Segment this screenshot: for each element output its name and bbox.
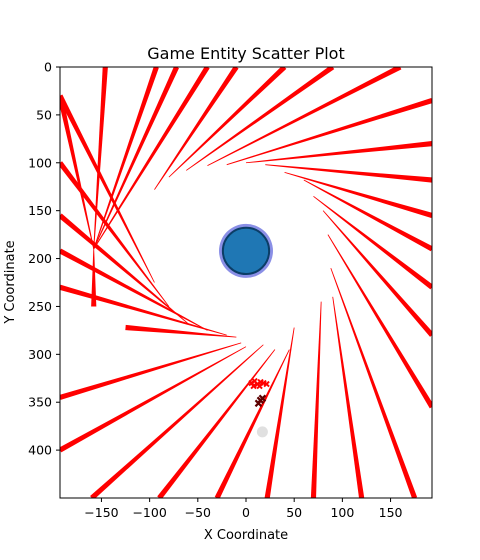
- y-axis-label: Y Coordinate: [3, 240, 18, 324]
- ray-30: [60, 213, 189, 324]
- ray-3: [93, 67, 159, 250]
- y-tick-label: 300: [28, 347, 52, 362]
- ray-6: [154, 67, 239, 190]
- rays-layer: [60, 67, 432, 498]
- ray-28: [60, 284, 227, 336]
- ray-13: [284, 171, 432, 218]
- y-tick-label: 250: [28, 299, 52, 314]
- ray-9: [207, 67, 402, 167]
- ray-20: [310, 301, 322, 498]
- ray-2: [93, 67, 108, 250]
- ray-0: [60, 95, 95, 250]
- marker-faint-2: [256, 426, 268, 438]
- ray-8: [186, 67, 335, 171]
- y-tick-label: 400: [28, 443, 52, 458]
- ray-16: [322, 210, 432, 337]
- plot-area: [60, 67, 432, 498]
- y-tick-label: 150: [28, 203, 52, 218]
- entity-layer: [219, 223, 273, 278]
- ray-23: [157, 349, 276, 498]
- ray-1: [91, 248, 97, 307]
- y-tick-label: 50: [36, 107, 52, 122]
- x-tick-label: 100: [330, 505, 354, 520]
- x-tick-label: −150: [84, 505, 118, 520]
- ray-5: [93, 67, 210, 250]
- ray-14: [303, 179, 432, 252]
- y-tick-label: 100: [28, 155, 52, 170]
- ray-12: [265, 164, 432, 183]
- x-tick-label: −50: [185, 505, 211, 520]
- chart-title: Game Entity Scatter Plot: [147, 44, 344, 63]
- ray-22: [214, 349, 290, 498]
- ray-15: [313, 195, 432, 290]
- y-axis: 0 50 100 150 200 250 300 350 400: [28, 60, 60, 458]
- ray-17: [327, 234, 432, 409]
- y-tick-label: 200: [28, 251, 52, 266]
- ray-24: [90, 344, 264, 498]
- marker-dark-1: [254, 394, 267, 408]
- ray-29: [60, 248, 208, 331]
- marker-cluster-0: [248, 377, 270, 390]
- marker-layer: [248, 377, 270, 438]
- ray-10: [226, 98, 432, 166]
- x-tick-label: 150: [379, 505, 403, 520]
- x-axis: −150 −100 −50 0 50 100 150: [84, 498, 403, 520]
- ray-32: [60, 94, 155, 283]
- y-tick-label: 350: [28, 395, 52, 410]
- ray-25: [60, 346, 247, 453]
- ray-31: [60, 161, 170, 307]
- x-tick-label: 0: [242, 505, 250, 520]
- ray-7: [168, 67, 287, 178]
- y-tick-label: 0: [44, 60, 52, 75]
- ray-27: [125, 324, 237, 338]
- x-tick-label: −100: [132, 505, 166, 520]
- ray-21: [264, 327, 295, 498]
- central-entity: [221, 226, 271, 276]
- ray-19: [332, 296, 365, 498]
- ray-11: [245, 141, 432, 164]
- ray-26: [60, 342, 242, 400]
- x-axis-label: X Coordinate: [204, 528, 288, 543]
- x-tick-label: 50: [286, 505, 302, 520]
- ray-18: [330, 267, 418, 498]
